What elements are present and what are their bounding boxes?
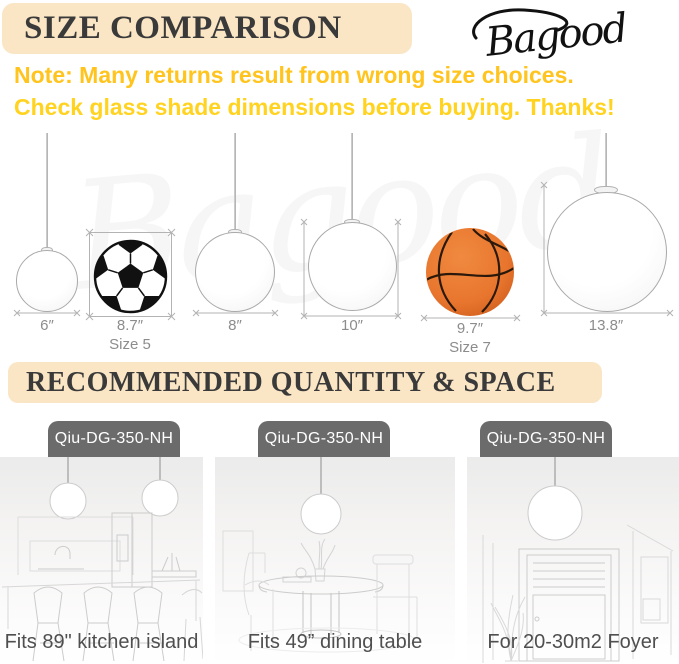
- kitchen-scene-drawing: [1, 457, 204, 662]
- scene-panel-foyer: For 20-30m2 Foyer: [467, 457, 679, 664]
- section2-highlight: [8, 362, 602, 403]
- glass-shade-13-8in: [547, 192, 667, 312]
- pendant-rod: [46, 133, 48, 250]
- panel-caption-dining: Fits 49” dining table: [247, 631, 423, 653]
- glass-shade-8in: [195, 232, 275, 312]
- size-sublabel-soccer: Size 5: [109, 336, 151, 353]
- brand-logo: Bagood: [472, 5, 629, 66]
- pendant-rod: [351, 133, 353, 222]
- brand-logo-text: Bagood: [482, 5, 628, 66]
- model-badge: Qiu-DG-350-NH: [480, 421, 612, 457]
- foyer-scene-drawing: [482, 457, 674, 663]
- note-line-1: Note: Many returns result from wrong siz…: [14, 62, 574, 88]
- pendant-rod: [234, 133, 236, 232]
- glass-shade-6in: [16, 250, 78, 312]
- model-badge: Qiu-DG-350-NH: [48, 421, 180, 457]
- glass-shade-10in: [308, 222, 397, 311]
- dining-scene-drawing: [222, 457, 418, 653]
- size-label-soccer: 8.7″: [116, 317, 144, 334]
- title-highlight: [2, 3, 412, 54]
- soccer-ball: [93, 239, 168, 314]
- size-label-8in: 8″: [228, 317, 242, 334]
- pendant-rod: [605, 133, 607, 189]
- panel-caption-kitchen: Fits 89" kitchen island: [4, 631, 199, 653]
- page-title: SIZE COMPARISON: [24, 10, 342, 46]
- size-label-10in: 10″: [341, 317, 363, 334]
- panel-caption-foyer: For 20-30m2 Foyer: [487, 631, 659, 653]
- size-label-13-8in: 13.8″: [588, 317, 624, 334]
- scene-panel-dining: Fits 49” dining table: [215, 457, 455, 664]
- scene-panel-kitchen: Fits 89" kitchen island: [0, 457, 204, 664]
- size-label-basketball: 9.7″: [456, 320, 484, 337]
- basketball: [426, 228, 514, 316]
- note-line-2: Check glass shade dimensions before buyi…: [14, 94, 615, 120]
- size-label-6in: 6″: [40, 317, 54, 334]
- model-badge: Qiu-DG-350-NH: [258, 421, 390, 457]
- size-sublabel-basketball: Size 7: [449, 339, 491, 356]
- section2-title: RECOMMENDED QUANTITY & SPACE: [26, 367, 556, 398]
